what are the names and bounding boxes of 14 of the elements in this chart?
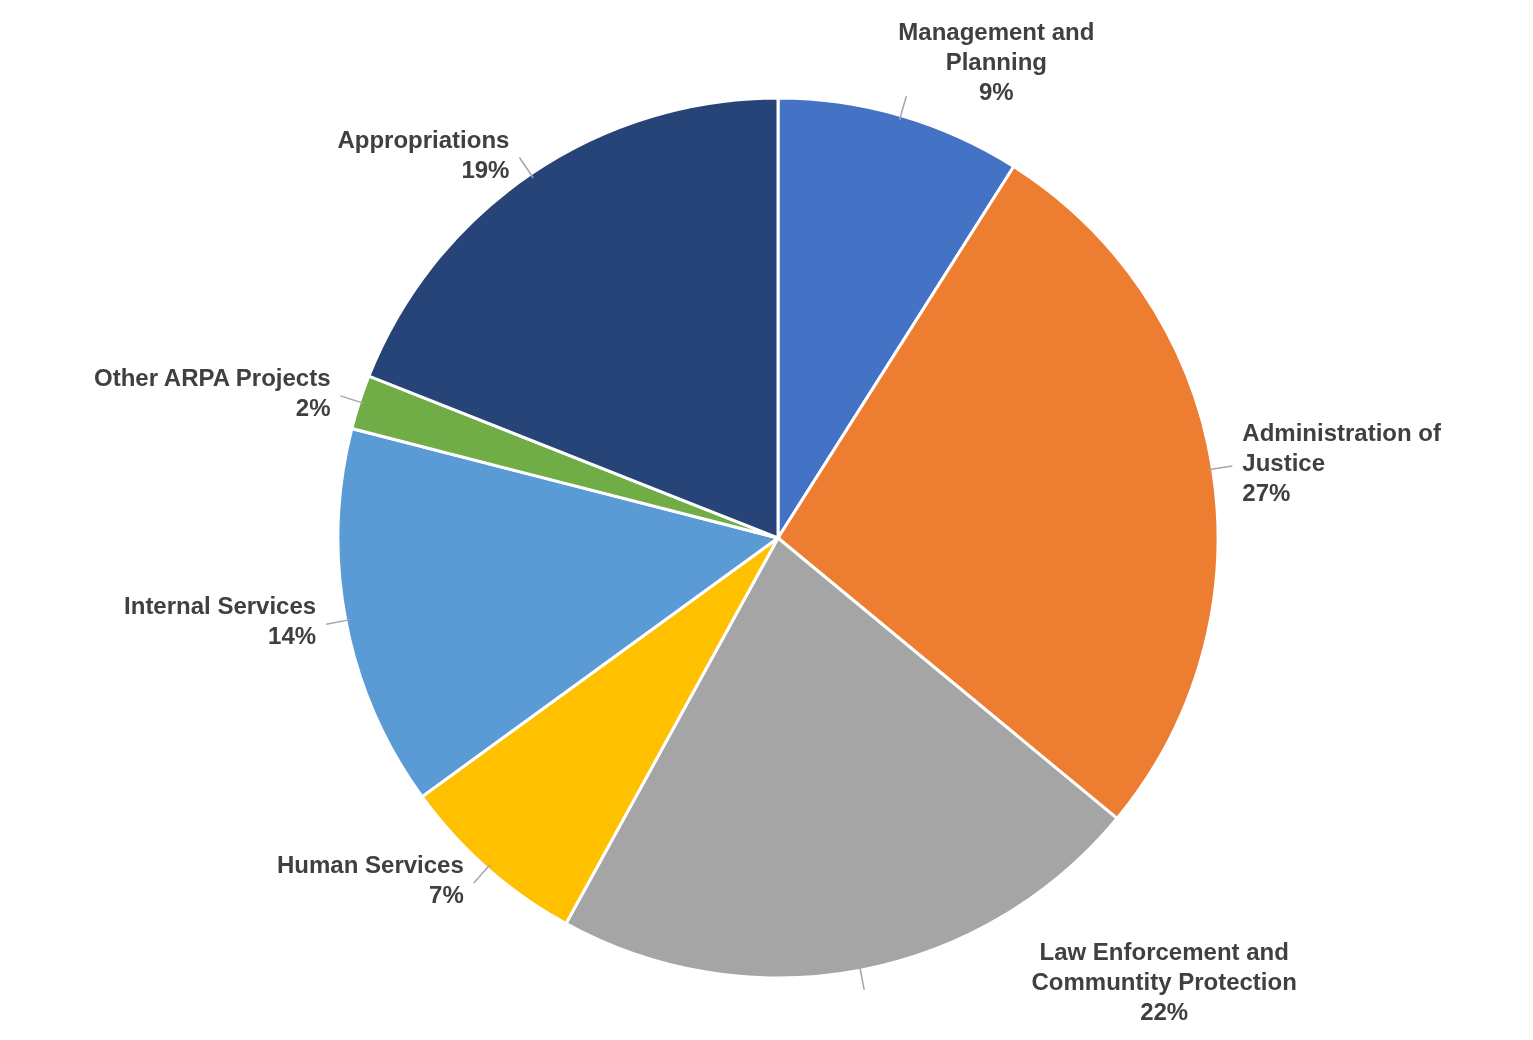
data-label: 7% [429, 881, 464, 909]
data-label: 2% [295, 393, 331, 421]
data-label: 19% [461, 155, 510, 183]
slice-label: Law Enforcement and Communtity Protection [1031, 937, 1297, 995]
slice-label: Management and Planning [898, 18, 1095, 76]
slice-label: Internal Services [124, 592, 317, 620]
data-label: 27% [1242, 479, 1291, 507]
slice-label: Administration of Justice [1242, 419, 1442, 477]
data-label: 22% [1140, 997, 1189, 1025]
slice-label: Human Services [277, 851, 464, 879]
slice-label: Other ARPA Projects [94, 363, 331, 391]
data-label: 14% [268, 622, 317, 650]
data-label: 9% [978, 78, 1014, 106]
slice-label: Appropriations [337, 125, 510, 153]
